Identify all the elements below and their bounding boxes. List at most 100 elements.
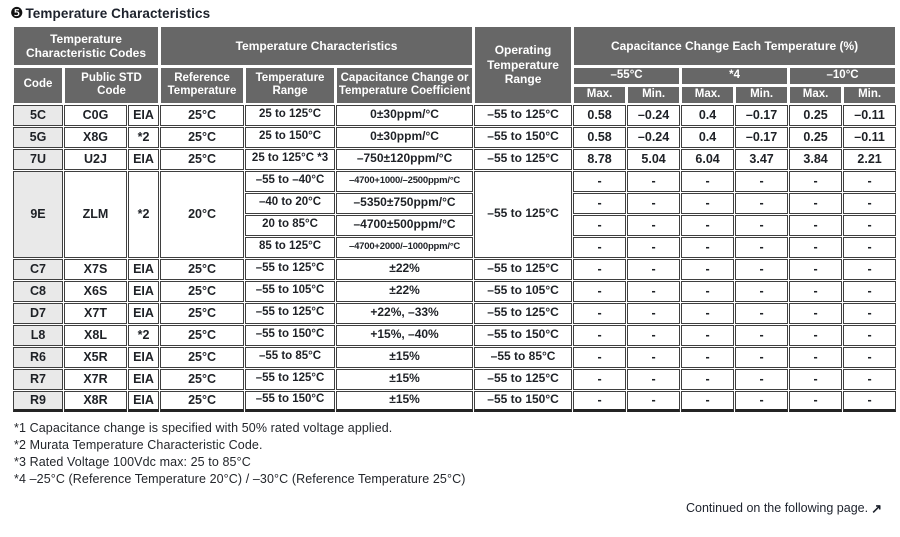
value-cell: 3.84 (789, 148, 843, 170)
footnote-4: *4 –25°C (Reference Temperature 20°C) / … (14, 471, 466, 486)
temperature-range-cell: 25 to 150°C (245, 126, 336, 148)
value-cell: - (843, 214, 897, 236)
reference-temperature-cell: 20°C (160, 170, 245, 258)
reference-temperature-cell: 25°C (160, 148, 245, 170)
value-cell: - (681, 346, 735, 368)
value-cell: - (789, 324, 843, 346)
reference-temperature-cell: 25°C (160, 126, 245, 148)
table-row: C8 X6S EIA 25°C –55 to 105°C ±22% –55 to 105°C… (13, 280, 897, 302)
public-std-code-cell: X7R (64, 368, 127, 390)
temperature-range-cell: –55 to 125°C (245, 302, 336, 324)
temperature-range-cell: –55 to 125°C (245, 368, 336, 390)
value-cell: –0.24 (627, 126, 681, 148)
std-org-cell: EIA (128, 368, 160, 390)
operating-range-cell: –55 to 125°C (474, 368, 573, 390)
value-cell: –0.17 (735, 104, 789, 126)
operating-range-cell: –55 to 125°C (474, 258, 573, 280)
std-org-cell: EIA (128, 302, 160, 324)
header-max: Max. (573, 85, 627, 104)
reference-temperature-cell: 25°C (160, 390, 245, 412)
coefficient-cell: –4700+2000/–1000ppm/°C (336, 236, 474, 258)
value-cell: –0.17 (735, 126, 789, 148)
code-cell: D7 (13, 302, 63, 324)
value-cell: - (735, 302, 789, 324)
section-number-badge: ❺ (10, 5, 24, 22)
datasheet-page: ❺ Temperature Characteristics Temperatur… (10, 6, 897, 515)
value-cell: 2.21 (843, 148, 897, 170)
temperature-range-cell: –55 to 150°C (245, 390, 336, 412)
table-row: 7U U2J EIA 25°C 25 to 125°C *3 –750±120ppm/°C… (13, 148, 897, 170)
public-std-code-cell: X5R (64, 346, 127, 368)
continued-note: Continued on the following page. ↗ (686, 501, 882, 515)
reference-temperature-cell: 25°C (160, 104, 245, 126)
value-cell: - (735, 368, 789, 390)
value-cell: - (627, 258, 681, 280)
value-cell: - (735, 390, 789, 412)
value-cell: - (627, 302, 681, 324)
header-minus-10c: –10°C (789, 67, 897, 85)
table-row: 5G X8G *2 25°C 25 to 150°C 0±30ppm/°C –55 to 1… (13, 126, 897, 148)
header-star4: *4 (681, 67, 789, 85)
section-title: ❺ Temperature Characteristics (10, 6, 886, 21)
value-cell: - (843, 368, 897, 390)
value-cell: - (789, 302, 843, 324)
value-cell: - (573, 258, 627, 280)
value-cell: - (843, 170, 897, 192)
std-org-cell: EIA (128, 280, 160, 302)
footnote-2: *2 Murata Temperature Characteristic Cod… (14, 437, 263, 452)
operating-range-cell: –55 to 85°C (474, 346, 573, 368)
temperature-range-cell: –55 to 150°C (245, 324, 336, 346)
header-temperature-range: Temperature Range (245, 67, 336, 104)
reference-temperature-cell: 25°C (160, 302, 245, 324)
temperature-range-cell: –55 to 105°C (245, 280, 336, 302)
value-cell: - (681, 170, 735, 192)
value-cell: –0.11 (843, 104, 897, 126)
value-cell: - (843, 280, 897, 302)
value-cell: 6.04 (681, 148, 735, 170)
reference-temperature-cell: 25°C (160, 324, 245, 346)
coefficient-cell: ±15% (336, 368, 474, 390)
code-cell: R6 (13, 346, 63, 368)
value-cell: - (789, 280, 843, 302)
value-cell: - (789, 258, 843, 280)
table-row: L8 X8L *2 25°C –55 to 150°C +15%, –40% –55 to … (13, 324, 897, 346)
value-cell: - (735, 346, 789, 368)
value-cell: - (681, 390, 735, 412)
value-cell: - (627, 368, 681, 390)
value-cell: - (735, 280, 789, 302)
table-body: 5C C0G EIA 25°C 25 to 125°C 0±30ppm/°C –55 to … (13, 104, 897, 412)
public-std-code-cell: X8G (64, 126, 127, 148)
value-cell: - (843, 236, 897, 258)
header-operating-temperature-range: Operating Temperature Range (474, 26, 573, 104)
value-cell: - (789, 390, 843, 412)
value-cell: - (627, 236, 681, 258)
coefficient-cell: –750±120ppm/°C (336, 148, 474, 170)
operating-range-cell: –55 to 105°C (474, 280, 573, 302)
value-cell: 0.25 (789, 104, 843, 126)
value-cell: - (735, 236, 789, 258)
value-cell: 0.58 (573, 104, 627, 126)
value-cell: - (573, 368, 627, 390)
coefficient-cell: ±22% (336, 280, 474, 302)
operating-range-cell: –55 to 125°C (474, 170, 573, 258)
header-temperature-characteristics: Temperature Characteristics (160, 26, 474, 66)
table-row: 20 to 85°C –4700±500ppm/°C - - - - - - (13, 214, 897, 236)
public-std-code-cell: ZLM (64, 170, 127, 258)
reference-temperature-cell: 25°C (160, 346, 245, 368)
value-cell: 5.04 (627, 148, 681, 170)
value-cell: - (843, 346, 897, 368)
value-cell: - (627, 390, 681, 412)
public-std-code-cell: X7T (64, 302, 127, 324)
value-cell: 8.78 (573, 148, 627, 170)
temperature-characteristics-table: Temperature Characteristic Codes Tempera… (12, 25, 897, 413)
table-row: R6 X5R EIA 25°C –55 to 85°C ±15% –55 to 85°C - -… (13, 346, 897, 368)
std-org-cell: *2 (128, 126, 160, 148)
value-cell: - (789, 170, 843, 192)
temperature-range-cell: 25 to 125°C *3 (245, 148, 336, 170)
header-code: Code (13, 67, 63, 104)
public-std-code-cell: X7S (64, 258, 127, 280)
value-cell: - (627, 324, 681, 346)
std-org-cell: EIA (128, 104, 160, 126)
table-row: R9 X8R EIA 25°C –55 to 150°C ±15% –55 to 150°C… (13, 390, 897, 412)
code-cell: 5G (13, 126, 63, 148)
